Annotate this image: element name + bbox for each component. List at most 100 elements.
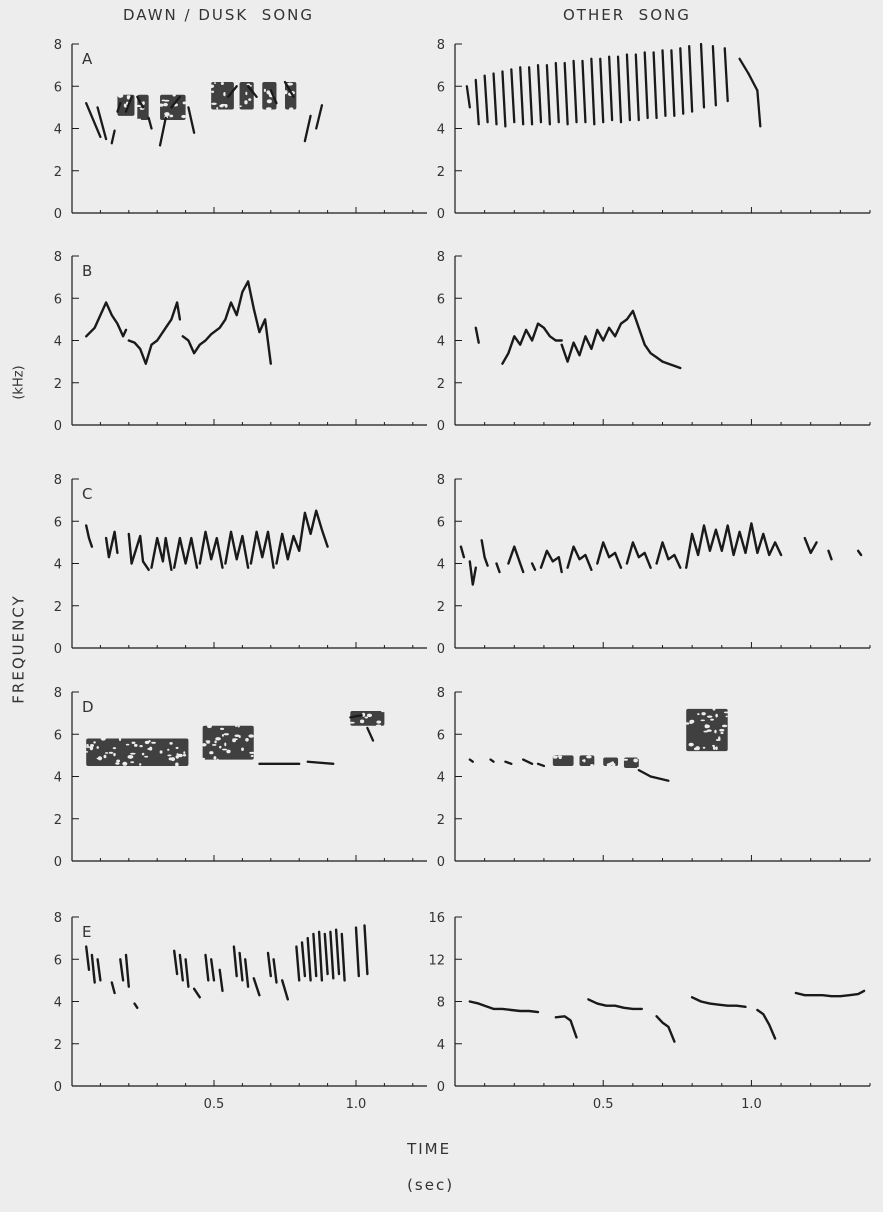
blob-gap <box>715 713 718 718</box>
syllable-blob <box>552 755 574 766</box>
blob-gap <box>263 88 266 92</box>
blob-gap <box>590 763 594 767</box>
syllable-stroke <box>554 61 560 124</box>
blob-gap <box>200 757 206 760</box>
y-tick-label: 16 <box>428 911 445 926</box>
x-axis-label-unit: (sec) <box>407 1176 455 1194</box>
blob-gap <box>685 722 690 725</box>
syllable-trace <box>84 945 91 971</box>
blob-gap <box>158 103 164 107</box>
blob-gap <box>704 724 709 729</box>
blob-gap <box>169 742 173 745</box>
blob-gap <box>359 719 365 724</box>
blob-gap <box>348 721 355 724</box>
syllable-trace <box>317 930 324 982</box>
blob-gap <box>221 734 224 737</box>
syllable-trace <box>133 1002 139 1009</box>
blob-gap <box>376 720 382 724</box>
blob-gap <box>248 98 252 101</box>
syllable-trace <box>756 1008 777 1040</box>
syllable-stroke <box>96 106 108 141</box>
blob-gap <box>249 84 253 87</box>
syllable-stroke <box>637 769 652 778</box>
syllable-blob <box>262 82 277 110</box>
blob-gap <box>719 728 725 732</box>
syllable-trace <box>184 958 190 988</box>
syllable-trace <box>468 560 477 586</box>
blob-gap <box>216 758 219 761</box>
blob-gap <box>288 107 294 112</box>
syllable-trace <box>243 958 250 988</box>
y-tick-label: 2 <box>437 165 445 180</box>
blob-gap <box>108 751 114 754</box>
y-tick-label: 8 <box>54 473 62 488</box>
blob-gap <box>103 754 107 759</box>
syllable-stroke <box>246 85 258 98</box>
y-tick-label: 2 <box>54 165 62 180</box>
syllable-stroke <box>590 57 596 126</box>
panel-letter: B <box>82 262 92 280</box>
blob-gap <box>170 757 176 762</box>
syllable-trace <box>90 953 96 984</box>
syllable-trace <box>275 509 329 565</box>
y-tick-label: 6 <box>437 728 445 743</box>
y-tick-label: 0 <box>437 207 445 222</box>
blob-gap <box>175 755 179 759</box>
y-tick-label: 0 <box>54 855 62 870</box>
syllable-trace <box>172 536 199 569</box>
syllable-stroke <box>643 51 649 120</box>
syllable-blob <box>685 707 730 752</box>
blob-gap <box>127 754 134 759</box>
blob-gap <box>381 709 385 713</box>
syllable-trace <box>198 530 224 569</box>
blob-gap <box>712 707 716 711</box>
y-tick-label: 4 <box>54 771 62 786</box>
y-tick-label: 4 <box>54 996 62 1011</box>
blob-gap <box>113 752 116 757</box>
syllable-blob <box>200 724 255 761</box>
blob-gap <box>169 114 174 118</box>
syllable-stroke <box>711 44 718 107</box>
blob-gap <box>116 759 121 763</box>
syllable-trace <box>238 951 244 982</box>
y-tick-label: 4 <box>437 123 445 138</box>
blob-gap <box>622 758 628 761</box>
blob-gap <box>167 748 170 751</box>
blob-gap <box>142 101 145 105</box>
syllable-stroke <box>474 78 480 126</box>
syllable-stroke <box>501 70 507 128</box>
syllable-trace <box>204 953 210 982</box>
blob-gap <box>234 734 240 738</box>
syllable-stroke <box>504 760 513 765</box>
syllable-stroke <box>187 106 196 134</box>
y-tick-label: 0 <box>437 855 445 870</box>
syllable-blob <box>603 757 619 767</box>
y-tick-label: 6 <box>54 80 62 95</box>
syllable-trace <box>587 998 643 1011</box>
blob-body <box>552 755 574 766</box>
blob-gap <box>266 107 272 110</box>
spectrogram-figure: DAWN / DUSK SONG OTHER SONG FREQUENCY (k… <box>10 6 871 1194</box>
blob-gap <box>144 740 150 745</box>
syllable-stroke <box>527 66 534 126</box>
syllable-stroke <box>110 129 116 145</box>
panel-letter: A <box>82 50 93 68</box>
blob-gap <box>123 103 127 108</box>
syllable-trace <box>295 945 301 982</box>
syllable-trace <box>172 949 179 976</box>
syllable-stroke <box>492 72 498 126</box>
syllable-trace <box>363 924 369 976</box>
y-tick-label: 6 <box>437 515 445 530</box>
syllable-stroke <box>227 85 238 98</box>
y-tick-label: 2 <box>54 813 62 828</box>
syllable-trace <box>249 530 275 569</box>
blob-gap <box>213 756 217 760</box>
blob-gap <box>164 112 170 117</box>
syllable-stroke <box>136 95 145 109</box>
blob-gap <box>695 746 700 751</box>
blob-gap <box>105 752 109 754</box>
blob-gap <box>139 763 142 766</box>
blob-gap <box>712 744 715 747</box>
panel-2-dawn: 0 2 4 6 8 B <box>54 250 427 434</box>
blob-body <box>202 725 254 760</box>
